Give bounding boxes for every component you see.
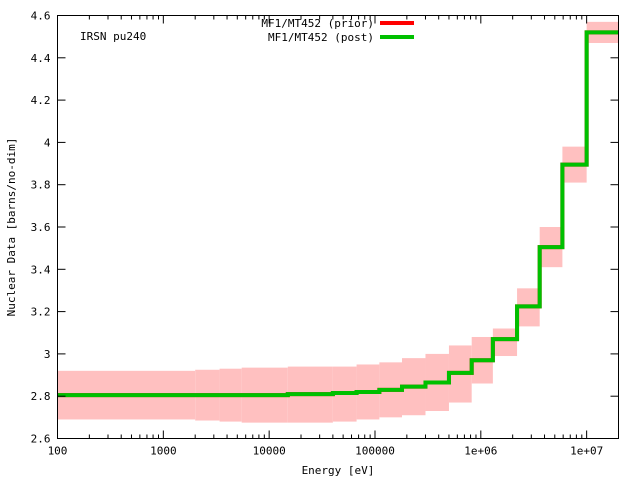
x-tick-label: 1e+06	[464, 445, 497, 458]
series-line-prior	[57, 30, 619, 398]
legend-label-post: MF1/MT452 (post)	[268, 31, 374, 44]
x-axis-label: Energy [eV]	[302, 464, 375, 477]
y-tick-label: 4	[44, 136, 51, 149]
y-tick-label: 3.4	[31, 263, 51, 276]
legend: MF1/MT452 (prior) MF1/MT452 (post)	[261, 17, 414, 44]
y-tick-label: 3	[44, 348, 51, 361]
series-lines	[57, 30, 619, 398]
y-tick-label: 2.8	[31, 390, 51, 403]
y-tick-label: 4.6	[31, 10, 51, 23]
series-line-post	[57, 30, 619, 398]
x-tick-labels: 100 1000 10000 100000 1e+06 1e+07	[48, 445, 604, 458]
uncertainty-band	[57, 21, 619, 423]
y-tick-label: 4.2	[31, 94, 51, 107]
y-axis-label: Nuclear Data [barns/no-dim]	[5, 138, 18, 317]
y-tick-label: 2.6	[31, 433, 51, 446]
y-tick-labels: 2.6 2.8 3 3.2 3.4 3.6 3.8 4 4.2 4.4 4.6	[31, 10, 51, 446]
y-tick-label: 3.6	[31, 221, 51, 234]
legend-label-prior: MF1/MT452 (prior)	[261, 17, 374, 30]
y-tick-label: 4.4	[31, 52, 51, 65]
x-tick-label: 100000	[355, 445, 395, 458]
x-tick-label: 10000	[253, 445, 286, 458]
annotation-label: IRSN pu240	[80, 30, 146, 43]
x-tick-label: 1000	[150, 445, 177, 458]
y-tick-label: 3.8	[31, 179, 51, 192]
axis-ticks	[57, 15, 619, 439]
x-tick-label: 1e+07	[570, 445, 603, 458]
uncertainty-bin	[492, 328, 518, 357]
y-tick-label: 3.2	[31, 306, 51, 319]
x-tick-label: 100	[48, 445, 68, 458]
